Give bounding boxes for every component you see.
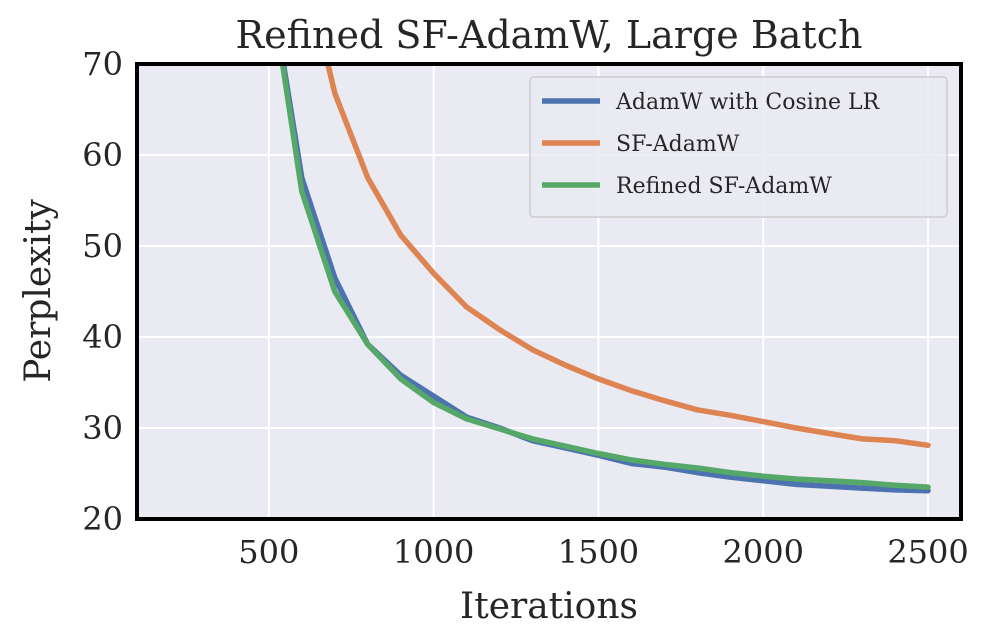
x-tick-label: 500 <box>238 533 299 571</box>
series-group <box>279 64 931 494</box>
x-tick-label: 1000 <box>393 533 474 571</box>
plot-frame <box>135 62 963 521</box>
series-line-2 <box>279 64 931 490</box>
y-axis-ticks: 20 30 40 50 60 70 <box>82 45 123 538</box>
y-tick-label: 40 <box>82 318 123 356</box>
x-axis-label: Iterations <box>460 586 638 627</box>
x-tick-label: 1500 <box>558 533 639 571</box>
chart-title: Refined SF-AdamW, Large Batch <box>236 13 863 57</box>
y-tick-label: 50 <box>82 227 123 265</box>
legend: AdamW with Cosine LR SF-AdamW Refined SF-A… <box>529 76 948 218</box>
series-line-1 <box>325 64 931 449</box>
y-tick-label: 70 <box>82 45 123 83</box>
y-tick-label: 30 <box>82 409 123 447</box>
legend-box <box>529 76 948 218</box>
legend-label-1: SF-AdamW <box>616 132 740 157</box>
y-axis-label: Perplexity <box>18 199 59 383</box>
x-axis-ticks: 500 1000 1500 2000 2500 <box>238 533 968 571</box>
legend-label-2: Refined SF-AdamW <box>616 174 832 199</box>
y-tick-label: 60 <box>82 136 123 174</box>
legend-label-0: AdamW with Cosine LR <box>615 90 881 115</box>
x-tick-label: 2000 <box>723 533 804 571</box>
y-tick-label: 20 <box>82 500 123 538</box>
x-tick-label: 2500 <box>887 533 968 571</box>
